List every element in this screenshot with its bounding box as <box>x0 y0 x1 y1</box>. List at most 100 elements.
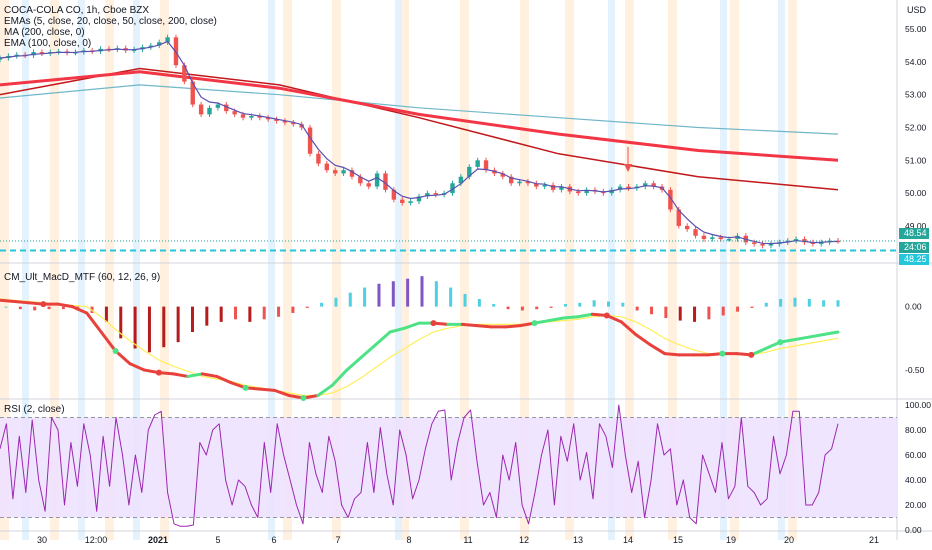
macd-histogram-bar <box>305 306 309 308</box>
macd-histogram-bar <box>104 306 108 322</box>
macd-histogram-bar <box>61 306 65 310</box>
candle-body <box>534 183 539 187</box>
candle-body <box>39 52 45 54</box>
session-stripe <box>0 0 9 540</box>
candle-body <box>517 181 522 184</box>
price-tick-label: 49.00 <box>905 221 927 231</box>
macd-histogram-bar <box>190 306 194 332</box>
macd-line-segment <box>70 305 89 315</box>
macd-line-segment <box>85 311 103 334</box>
session-stripe <box>730 0 739 540</box>
macd-line-segment <box>822 330 840 337</box>
macd-tick-label: 0.00 <box>905 302 922 312</box>
macd-line-segment <box>56 302 74 309</box>
macd-cross-dot <box>242 384 249 391</box>
candle-body <box>752 242 757 244</box>
macd-cross-dot <box>748 351 755 358</box>
macd-histogram-bar <box>693 306 697 322</box>
candle-body <box>425 193 430 197</box>
macd-cross-dot <box>531 320 538 327</box>
ema5-line <box>0 40 839 245</box>
candle-body <box>483 160 489 171</box>
price-tick-label: 52.00 <box>905 123 927 133</box>
candle-body <box>693 229 698 236</box>
macd-histogram-bar <box>162 306 166 348</box>
macd-line-segment <box>171 372 190 378</box>
candle-body <box>701 235 707 240</box>
low-badge: 48.25 <box>899 254 929 265</box>
candle-body <box>710 237 715 240</box>
macd-histogram-bar <box>262 306 266 320</box>
macd-histogram-bar <box>736 306 740 312</box>
price-panel[interactable] <box>0 34 897 252</box>
macd-histogram-bar <box>506 306 510 310</box>
candle-body <box>768 243 774 246</box>
macd-histogram-bar <box>4 306 8 308</box>
time-tick-label: 7 <box>335 535 340 545</box>
macd-cross-dot <box>430 320 437 327</box>
candle-body <box>282 120 288 123</box>
candle-body <box>383 173 388 190</box>
candle-body <box>416 196 422 202</box>
macd-line-segment <box>12 300 31 305</box>
macd-cross-dot <box>112 348 119 355</box>
time-tick-label: 12:00 <box>85 535 108 545</box>
macd-title: CM_Ult_MacD_MTF (60, 12, 26, 9) <box>4 272 161 283</box>
price-tick-label: 54.00 <box>905 57 927 67</box>
candle-body <box>433 193 438 195</box>
macd-histogram-bar <box>764 302 768 307</box>
macd-cross-dot <box>40 301 47 308</box>
candle-body <box>131 49 137 51</box>
macd-histogram-bar <box>822 300 826 307</box>
time-tick-label: 30 <box>37 535 47 545</box>
macd-line-segment <box>619 320 638 337</box>
rsi-tick-label: 80.00 <box>905 425 927 435</box>
candle-body <box>324 163 330 171</box>
candle-body <box>224 104 229 112</box>
candle-body <box>793 239 799 241</box>
macd-panel[interactable] <box>0 276 840 401</box>
rsi-tick-label: 20.00 <box>905 500 927 510</box>
session-stripe <box>133 0 140 540</box>
candle-body <box>684 225 690 230</box>
time-tick-label: 6 <box>271 535 276 545</box>
macd-line-segment <box>374 330 392 347</box>
macd-line-segment <box>403 321 421 330</box>
candle-body <box>157 42 162 46</box>
macd-histogram-bar <box>549 306 553 308</box>
session-stripe <box>778 0 785 540</box>
macd-line-segment <box>215 374 233 385</box>
macd-cross-dot <box>719 350 726 357</box>
price-badge: 48.54 <box>899 228 929 239</box>
candle-body <box>500 173 505 177</box>
session-stripe <box>283 0 292 540</box>
candle-body <box>408 201 413 203</box>
candle-body <box>475 160 480 167</box>
candle-body <box>643 183 648 187</box>
macd-line-segment <box>504 324 522 329</box>
session-stripe <box>268 0 275 540</box>
candle-body <box>349 170 355 177</box>
macd-histogram-bar <box>277 306 281 317</box>
macd-histogram-bar <box>33 306 37 311</box>
rsi-tick-label: 100.00 <box>905 400 931 410</box>
macd-histogram-bar <box>535 306 539 310</box>
rsi-legend: RSI (2, close) <box>4 404 65 415</box>
candle-body <box>576 191 581 194</box>
macd-histogram-bar <box>779 299 783 307</box>
session-highlights <box>0 0 797 540</box>
rsi-title: RSI (2, close) <box>4 404 65 415</box>
macd-histogram-bar <box>707 306 711 320</box>
candle-body <box>458 176 464 184</box>
candle-body <box>0 57 3 60</box>
session-stripe <box>22 0 29 540</box>
session-stripe <box>788 0 797 540</box>
candle-body <box>299 124 304 128</box>
macd-line-segment <box>128 362 146 372</box>
candle-body <box>165 37 170 43</box>
session-stripe <box>460 0 469 540</box>
macd-line-segment <box>200 372 219 378</box>
session-stripe <box>400 0 409 540</box>
rsi-panel[interactable] <box>0 404 897 527</box>
